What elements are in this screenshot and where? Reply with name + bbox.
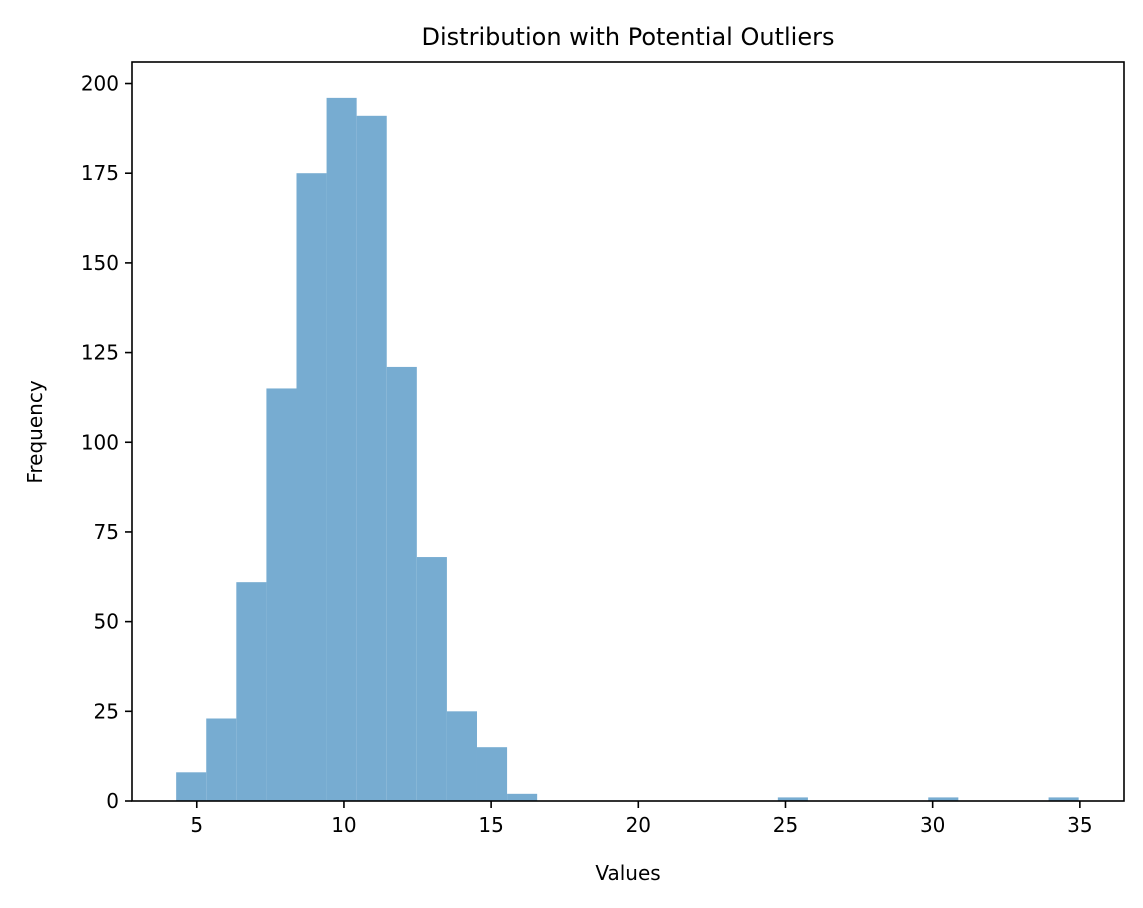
histogram-bar — [417, 557, 447, 801]
histogram-bar — [327, 98, 357, 801]
x-axis-title: Values — [595, 861, 660, 885]
x-tick-label: 20 — [626, 813, 651, 837]
histogram-bar — [236, 582, 266, 801]
histogram-bar — [477, 747, 507, 801]
y-tick-label: 75 — [94, 520, 119, 544]
histogram-bar — [206, 718, 236, 801]
y-tick-label: 150 — [81, 251, 119, 275]
histogram-bar — [357, 116, 387, 801]
y-tick-label: 25 — [94, 699, 119, 723]
histogram-bar — [176, 772, 206, 801]
y-tick-label: 200 — [81, 72, 119, 96]
y-tick-label: 0 — [106, 789, 119, 813]
chart-title: Distribution with Potential Outliers — [422, 23, 835, 51]
x-tick-label: 30 — [920, 813, 945, 837]
y-tick-label: 175 — [81, 161, 119, 185]
x-tick-label: 15 — [478, 813, 503, 837]
y-tick-label: 50 — [94, 610, 119, 634]
histogram-bar — [266, 388, 296, 801]
x-tick-label: 5 — [190, 813, 203, 837]
y-axis-title: Frequency — [23, 380, 47, 483]
histogram-bar — [507, 794, 537, 801]
histogram-bar — [387, 367, 417, 801]
x-tick-label: 25 — [773, 813, 798, 837]
x-tick-label: 10 — [331, 813, 356, 837]
histogram-bar — [296, 173, 326, 801]
histogram-bar — [447, 711, 477, 801]
y-tick-label: 100 — [81, 430, 119, 454]
y-tick-label: 125 — [81, 341, 119, 365]
x-tick-label: 35 — [1067, 813, 1092, 837]
